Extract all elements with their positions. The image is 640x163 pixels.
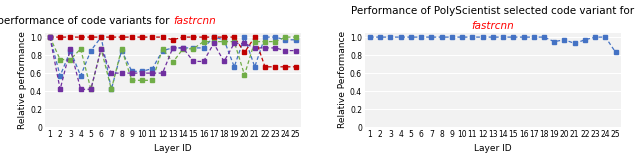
Y-axis label: Relative performance: Relative performance bbox=[18, 31, 27, 129]
X-axis label: Layer ID: Layer ID bbox=[154, 144, 191, 154]
Text: fastrcnn: fastrcnn bbox=[472, 21, 514, 31]
Text: Performance of PolyScientist selected code variant for: Performance of PolyScientist selected co… bbox=[351, 6, 634, 16]
X-axis label: Layer ID: Layer ID bbox=[474, 144, 511, 154]
Text: Relative performance of code variants for: Relative performance of code variants fo… bbox=[0, 16, 173, 26]
Text: fastrcnn: fastrcnn bbox=[173, 16, 216, 26]
Y-axis label: Relative Performance: Relative Performance bbox=[338, 31, 347, 128]
